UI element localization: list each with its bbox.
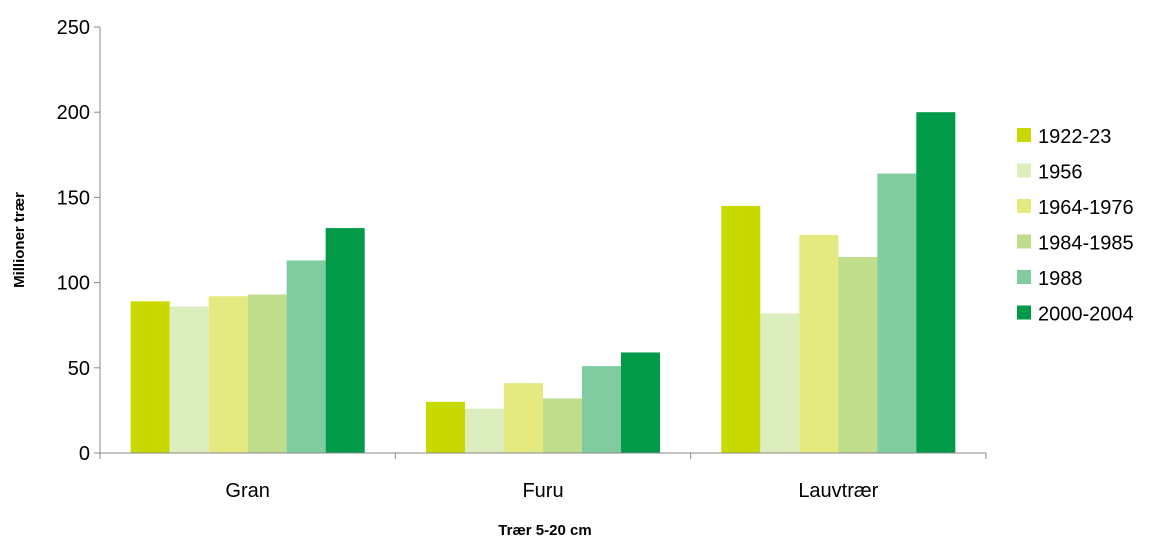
bar [504, 383, 543, 453]
y-axis-ticks: 0 50 100 150 200 250 [57, 17, 100, 465]
x-category-label: Lauvtrær [798, 480, 878, 502]
legend-label: 1956 [1038, 162, 1083, 184]
legend-swatch [1017, 128, 1031, 142]
y-tick-label: 250 [57, 17, 90, 39]
bar [325, 228, 365, 453]
bar [169, 306, 209, 453]
x-axis-title: Trær 5-20 cm [498, 522, 591, 539]
bar [286, 260, 326, 453]
bar [877, 173, 917, 453]
y-tick-label: 200 [57, 102, 90, 124]
bar [799, 234, 839, 453]
legend-label: 2000-2004 [1038, 304, 1134, 326]
bar [721, 205, 761, 453]
legend-swatch [1017, 234, 1031, 249]
bar [426, 401, 465, 453]
y-tick-label: 0 [79, 443, 90, 465]
bar [760, 313, 800, 453]
bar [582, 366, 621, 453]
legend-label: 1984-1985 [1038, 233, 1134, 255]
legend: 1922-23 1956 1964-1976 1984-1985 1988 2000-20… [1017, 126, 1134, 326]
y-tick-label: 50 [68, 358, 90, 380]
x-axis-ticks: Gran Furu Lauvtrær [99, 453, 987, 502]
y-axis-title: Millioner trær [11, 192, 28, 288]
bar [465, 408, 504, 453]
bar [208, 296, 248, 453]
bar [543, 398, 582, 453]
bar [838, 257, 878, 453]
axes-group [99, 27, 986, 454]
legend-swatch [1017, 305, 1031, 320]
y-tick-label: 100 [57, 273, 90, 295]
bars-group [130, 112, 956, 453]
y-tick-label: 150 [57, 187, 90, 209]
legend-label: 1964-1976 [1038, 197, 1134, 219]
legend-swatch [1017, 270, 1031, 284]
bar [916, 112, 956, 453]
x-category-label: Furu [522, 480, 563, 502]
bar [247, 294, 287, 453]
legend-swatch [1017, 199, 1031, 213]
legend-label: 1922-23 [1038, 126, 1111, 148]
x-category-label: Gran [225, 480, 269, 502]
bar [621, 352, 660, 453]
bar [130, 301, 170, 453]
legend-label: 1988 [1038, 268, 1083, 290]
legend-swatch [1017, 163, 1031, 178]
